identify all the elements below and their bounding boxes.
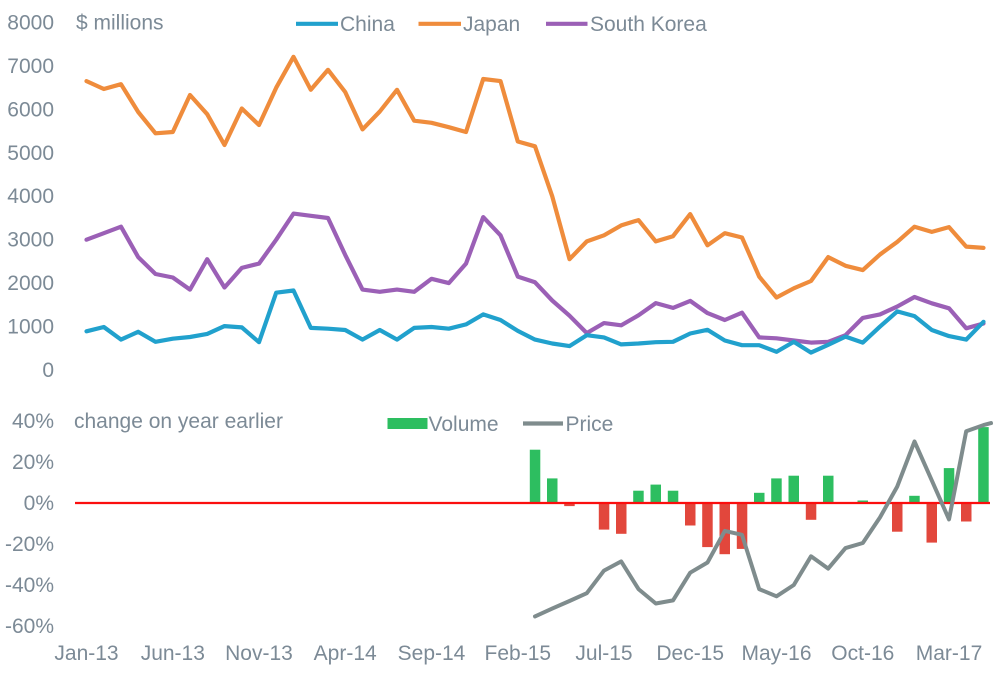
svg-text:5000: 5000 <box>7 142 54 165</box>
svg-text:South Korea: South Korea <box>590 13 707 36</box>
svg-text:Jan-13: Jan-13 <box>54 642 118 665</box>
svg-text:Volume: Volume <box>429 413 499 436</box>
svg-text:-20%: -20% <box>5 533 54 556</box>
svg-text:Japan: Japan <box>463 13 520 36</box>
svg-text:change on year earlier: change on year earlier <box>74 410 283 433</box>
svg-text:3000: 3000 <box>7 229 54 252</box>
svg-text:Dec-15: Dec-15 <box>656 642 724 665</box>
svg-text:Price: Price <box>566 413 614 436</box>
svg-text:7000: 7000 <box>7 55 54 78</box>
svg-text:Apr-14: Apr-14 <box>314 642 377 665</box>
svg-text:-40%: -40% <box>5 574 54 597</box>
svg-text:8000: 8000 <box>7 12 54 35</box>
svg-text:1000: 1000 <box>7 316 54 339</box>
svg-text:-60%: -60% <box>5 615 54 638</box>
svg-text:4000: 4000 <box>7 185 54 208</box>
svg-text:Jul-15: Jul-15 <box>575 642 632 665</box>
svg-text:$ millions: $ millions <box>76 12 164 35</box>
svg-text:Sep-14: Sep-14 <box>398 642 466 665</box>
svg-text:0: 0 <box>42 359 54 382</box>
svg-text:6000: 6000 <box>7 98 54 121</box>
svg-text:China: China <box>340 13 395 36</box>
svg-text:May-16: May-16 <box>741 642 811 665</box>
svg-text:2000: 2000 <box>7 272 54 295</box>
svg-text:Mar-17: Mar-17 <box>916 642 983 665</box>
svg-text:Nov-13: Nov-13 <box>225 642 293 665</box>
svg-text:40%: 40% <box>12 410 54 433</box>
svg-text:20%: 20% <box>12 451 54 474</box>
svg-text:Jun-13: Jun-13 <box>141 642 205 665</box>
svg-text:0%: 0% <box>24 492 54 515</box>
svg-text:Oct-16: Oct-16 <box>831 642 894 665</box>
svg-text:Feb-15: Feb-15 <box>485 642 552 665</box>
